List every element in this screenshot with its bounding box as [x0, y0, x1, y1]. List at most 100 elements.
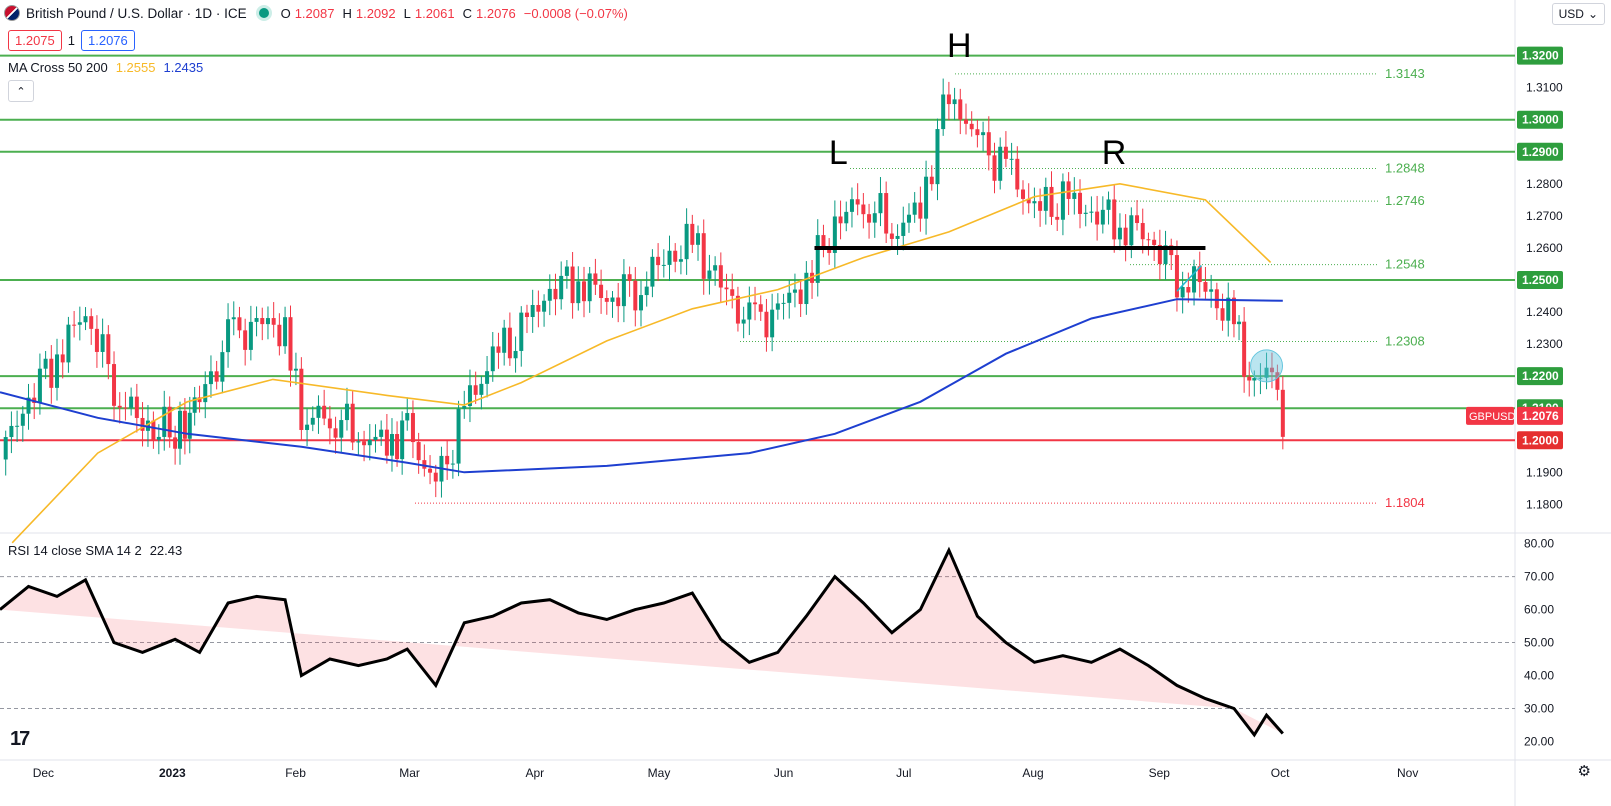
candle-body: [821, 235, 826, 250]
ma50-line: [11, 182, 1272, 544]
candle-body: [1083, 212, 1088, 214]
candle-body: [129, 396, 134, 408]
candle-body: [362, 441, 367, 446]
collapse-legend-button[interactable]: ⌃: [8, 80, 34, 102]
candle-body: [37, 368, 42, 404]
candle-body: [867, 214, 872, 223]
ohlc-change-value: −0.0008 (−0.07%): [523, 5, 628, 21]
key-level-badge-label: 1.2500: [1522, 273, 1559, 287]
candle-body: [1055, 216, 1060, 220]
ma200-line: [0, 298, 1283, 474]
candle-body: [849, 199, 854, 212]
candle-body: [1038, 201, 1043, 211]
candle-body: [43, 358, 48, 369]
candle-body: [203, 384, 208, 403]
currency-label: USD: [1558, 7, 1584, 21]
candle-body: [1078, 192, 1083, 214]
time-axis-tick-label: Oct: [1271, 766, 1290, 780]
candle-body: [792, 289, 797, 293]
ohlc-high-key: H: [342, 5, 352, 21]
ma-cross-legend[interactable]: MA Cross 50 200 1.2555 1.2435: [8, 60, 203, 75]
candle-body: [94, 328, 99, 352]
candle-body: [400, 420, 405, 460]
tradingview-logo[interactable]: 17: [10, 728, 30, 750]
key-level-badge: [1517, 367, 1563, 386]
last-price-badge-label: 1.2076: [1522, 409, 1559, 423]
candle-body: [456, 408, 461, 464]
candle-body: [827, 249, 832, 253]
candle-body: [20, 413, 25, 426]
price-axis-tick-label: 1.3100: [1526, 81, 1563, 95]
candle-body: [1231, 297, 1236, 325]
candle-body: [644, 286, 649, 296]
ohlc-low-value: 1.2061: [414, 5, 455, 21]
candle-body: [963, 119, 968, 124]
candle-body: [1214, 289, 1219, 309]
key-level-badge-label: 1.2200: [1522, 369, 1559, 383]
candle-body: [1072, 192, 1077, 199]
resistance-circle-annotation: [1250, 349, 1284, 383]
candle-body: [1197, 266, 1202, 283]
candle-body: [1140, 223, 1145, 240]
buy-price-button[interactable]: 1.2076: [81, 30, 135, 51]
candle-body: [117, 405, 122, 408]
candle-body: [735, 295, 740, 324]
symbol-title[interactable]: British Pound / U.S. Dollar · 1D · ICE: [26, 5, 247, 21]
candle-body: [616, 297, 621, 307]
sell-price-button[interactable]: 1.2075: [8, 30, 62, 51]
candle-body: [187, 412, 192, 439]
rsi-axis-tick-label: 40.00: [1524, 669, 1554, 683]
currency-button[interactable]: USD ⌄: [1551, 3, 1605, 25]
candle-body: [553, 288, 558, 300]
candle-body: [998, 146, 1003, 181]
candle-body: [356, 441, 361, 443]
trendline-annotation: [1176, 265, 1202, 292]
candle-body: [941, 94, 946, 130]
rsi-line: [0, 546, 1284, 738]
ohlc-high-value: 1.2092: [355, 5, 396, 21]
candle-body: [389, 434, 394, 456]
candle-body: [906, 214, 911, 223]
candle-body: [1275, 372, 1280, 390]
candle-body: [1264, 367, 1269, 378]
candle-body: [237, 317, 242, 331]
candle-body: [696, 233, 701, 245]
fib-level-label: 1.1804: [1385, 495, 1425, 510]
candle-body: [741, 319, 746, 324]
candle-body: [1060, 181, 1065, 220]
candle-body: [156, 436, 161, 440]
candle-body: [327, 418, 332, 429]
price-axis-tick-label: 1.2700: [1526, 209, 1563, 223]
market-status-icon[interactable]: [258, 8, 269, 18]
price-axis-tick-label: 1.1800: [1526, 497, 1563, 511]
candle-body: [519, 312, 524, 351]
candle-body: [924, 176, 929, 219]
candle-body: [1247, 376, 1252, 381]
candle-body: [838, 216, 843, 224]
rsi-oversold-fill: [0, 550, 1283, 735]
last-price-badge: [1517, 406, 1563, 425]
symbol-header: British Pound / U.S. Dollar · 1D · ICE O…: [0, 0, 632, 26]
candle-body: [832, 216, 837, 253]
price-axis-tick-label: 1.1900: [1526, 465, 1563, 479]
fib-level-label: 1.3143: [1385, 66, 1425, 81]
candle-body: [1135, 215, 1140, 224]
time-axis-tick-label: 2023: [159, 766, 186, 780]
spread-value: 1: [67, 33, 75, 48]
time-axis-tick-label: Feb: [285, 766, 306, 780]
candle-body: [333, 428, 338, 438]
candle-body: [490, 346, 495, 372]
candle-body: [730, 289, 735, 296]
time-axis-tick-label: Jul: [896, 766, 911, 780]
candle-body: [1106, 199, 1111, 210]
gear-icon[interactable]: ⚙: [1577, 763, 1591, 780]
candle-body: [724, 287, 729, 290]
rsi-axis-tick-label: 20.00: [1524, 735, 1554, 749]
candle-body: [536, 304, 541, 312]
rsi-legend[interactable]: RSI 14 close SMA 14 2 22.43: [8, 543, 182, 558]
candle-body: [952, 99, 957, 105]
candle-body: [1280, 389, 1285, 437]
candle-body: [243, 330, 248, 350]
candle-body: [713, 265, 718, 271]
